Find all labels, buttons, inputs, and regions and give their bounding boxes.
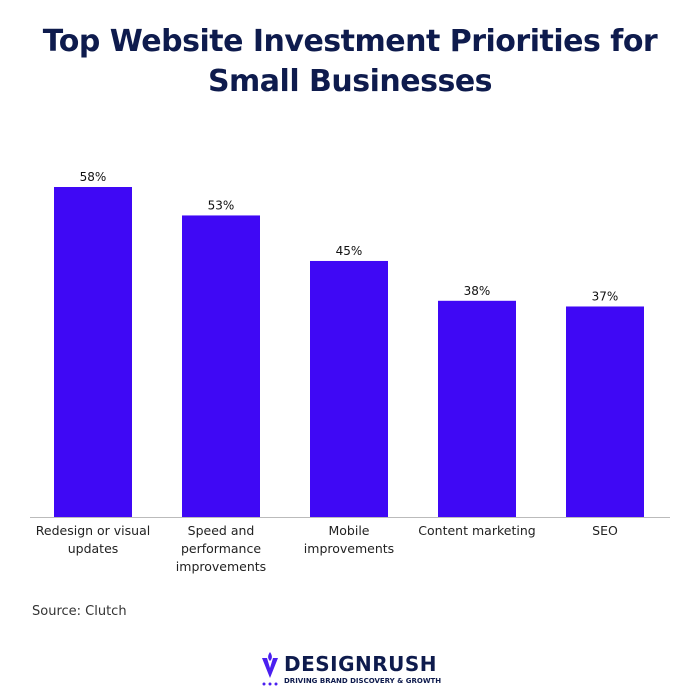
data-label: 37% [592,289,619,303]
data-label: 45% [336,244,363,258]
chart-title: Top Website Investment Priorities for Sm… [42,24,658,99]
brand-tagline: DRIVING BRAND DISCOVERY & GROWTH [284,677,442,685]
data-label: 53% [208,198,235,212]
data-label: 58% [80,170,107,184]
x-tick-label: Speed and performance improvements [175,523,267,574]
x-tick-label: Content marketing [418,523,536,538]
bar [54,187,132,517]
logo: DESIGNRUSH DRIVING BRAND DISCOVERY & GRO… [258,650,458,690]
x-tick-label: Redesign or visual updates [35,523,151,556]
brand-name: DESIGNRUSH [284,652,438,676]
data-label: 38% [464,284,491,298]
bar [566,306,644,517]
bar [182,215,260,517]
bar [310,260,388,517]
source: Source: Clutch [32,604,127,619]
bar [438,300,516,517]
x-tick-label: Mobile improvements [303,523,395,556]
logo-icon [262,652,278,686]
x-tick-label: SEO [592,523,618,538]
